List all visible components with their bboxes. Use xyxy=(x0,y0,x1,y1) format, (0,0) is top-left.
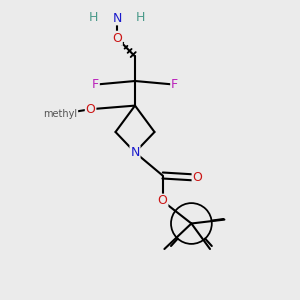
Text: O: O xyxy=(86,103,95,116)
Text: N: N xyxy=(130,146,140,159)
Text: H: H xyxy=(136,11,145,24)
Text: H: H xyxy=(88,11,98,24)
Text: F: F xyxy=(92,78,99,91)
Text: N: N xyxy=(112,11,122,25)
Text: O: O xyxy=(158,194,167,208)
Text: F: F xyxy=(171,78,178,91)
Text: O: O xyxy=(112,32,122,45)
Text: methyl: methyl xyxy=(44,109,78,119)
Text: O: O xyxy=(193,171,202,184)
